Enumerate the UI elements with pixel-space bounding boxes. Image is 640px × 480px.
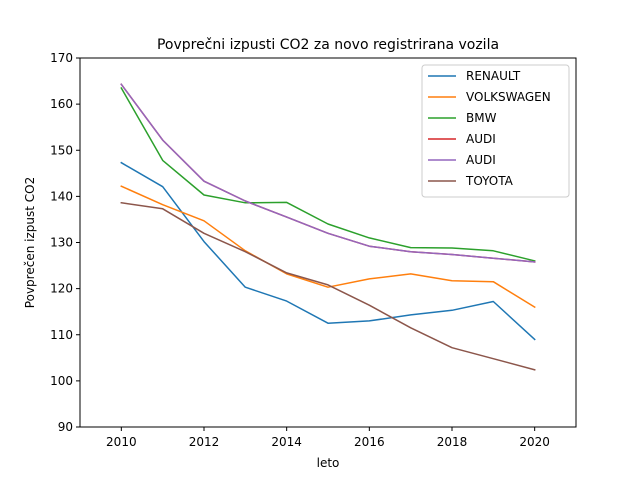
y-axis-ticks: 90 100 110 120 130 140 150 160 170 <box>50 51 80 434</box>
series-line-2 <box>120 86 536 262</box>
y-tick-label: 90 <box>58 420 73 434</box>
x-axis-label: leto <box>317 456 340 470</box>
x-tick-label: 2018 <box>437 435 468 449</box>
y-tick-label: 110 <box>50 328 73 342</box>
series-layer <box>120 83 536 371</box>
y-tick-label: 150 <box>50 143 73 157</box>
legend-label: AUDI <box>466 132 496 146</box>
y-tick-label: 120 <box>50 282 73 296</box>
x-tick-label: 2016 <box>354 435 385 449</box>
y-tick-label: 170 <box>50 51 73 65</box>
x-tick-label: 2020 <box>519 435 550 449</box>
y-tick-label: 140 <box>50 189 73 203</box>
y-axis-label: Povprečen izpust CO2 <box>23 177 37 308</box>
legend-frame <box>421 64 570 198</box>
y-tick-label: 100 <box>50 374 73 388</box>
legend: RENAULT VOLKSWAGEN BMW AUDI AUDI TOYOTA <box>421 64 570 198</box>
legend-label: BMW <box>466 111 497 125</box>
legend-label: RENAULT <box>466 69 521 83</box>
legend-label: VOLKSWAGEN <box>466 90 551 104</box>
y-tick-label: 160 <box>50 97 73 111</box>
series-line-5 <box>120 201 536 371</box>
plot-area <box>79 57 577 428</box>
x-axis-ticks: 2010 2012 2014 2016 2018 2020 <box>106 427 550 449</box>
series-line-1 <box>120 185 536 309</box>
y-tick-label: 130 <box>50 236 73 250</box>
x-tick-label: 2014 <box>271 435 302 449</box>
x-tick-label: 2010 <box>106 435 137 449</box>
series-line-0 <box>120 161 536 341</box>
chart-title: Povprečni izpusti CO2 za novo registrira… <box>157 37 499 53</box>
x-tick-label: 2012 <box>189 435 220 449</box>
legend-label: AUDI <box>466 153 496 167</box>
legend-label: TOYOTA <box>465 174 514 188</box>
series-line-4 <box>120 83 536 263</box>
